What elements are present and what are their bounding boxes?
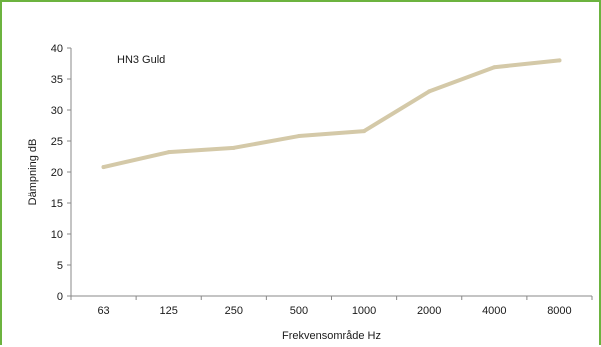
x-tick-label: 4000 — [482, 305, 506, 317]
x-tick-label: 250 — [225, 305, 243, 317]
data-point — [166, 150, 171, 155]
y-tick-label: 5 — [57, 260, 63, 272]
y-axis: 0 5 10 15 20 25 30 35 40 — [51, 43, 72, 303]
y-tick-label: 20 — [51, 167, 63, 179]
y-tick-label: 15 — [51, 198, 63, 210]
data-point — [101, 165, 106, 170]
data-point — [492, 65, 497, 70]
y-tick-label: 40 — [51, 43, 63, 55]
y-tick-label: 0 — [57, 291, 63, 303]
y-tick-label: 10 — [51, 229, 63, 241]
x-tick-label: 500 — [290, 305, 308, 317]
x-tick-label: 63 — [97, 305, 109, 317]
data-point — [362, 129, 367, 134]
y-axis-title: Dämpning dB — [27, 139, 39, 206]
x-tick-label: 8000 — [547, 305, 571, 317]
x-tick-label: 2000 — [417, 305, 441, 317]
y-tick-label: 25 — [51, 136, 63, 148]
x-tick-label: 125 — [160, 305, 178, 317]
data-point — [296, 134, 301, 139]
data-point — [427, 89, 432, 94]
y-tick-label: 30 — [51, 105, 63, 117]
data-point — [231, 145, 236, 150]
series-layer — [101, 58, 562, 170]
x-axis-title: Frekvensområde Hz — [282, 330, 381, 342]
x-axis: 63 125 250 500 1000 2000 4000 8000 — [70, 295, 593, 317]
data-point — [557, 58, 562, 63]
y-tick-label: 35 — [51, 74, 63, 86]
x-tick-label: 1000 — [352, 305, 376, 317]
legend-label: HN3 Guld — [117, 54, 165, 66]
series-line — [101, 58, 562, 170]
